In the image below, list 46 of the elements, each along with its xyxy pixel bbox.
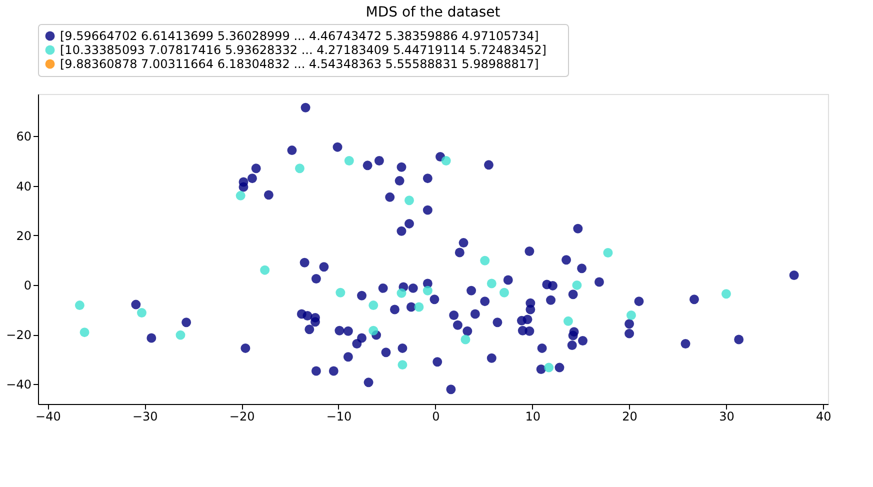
point <box>294 164 304 174</box>
x-tick-label: −10 <box>326 410 352 424</box>
x-tick-label: 30 <box>719 410 734 424</box>
y-tick-label: −20 <box>6 328 32 342</box>
point <box>236 190 246 200</box>
y-tick-label: 60 <box>16 130 32 144</box>
point <box>721 289 731 299</box>
point <box>480 256 490 266</box>
point <box>398 360 408 370</box>
point <box>396 288 406 298</box>
y-tick-label: 20 <box>16 228 32 243</box>
point <box>544 362 554 372</box>
legend-label: [10.33385093 7.07817416 5.93628332 ... 4.27183409 5.44719114 5.72483452] <box>60 43 546 57</box>
y-tick-label: 0 <box>24 278 32 292</box>
point <box>80 328 90 338</box>
point <box>176 330 186 340</box>
legend-label: [9.59664702 6.61413699 5.36028999 ... 4.46743472 5.38359886 4.97105734] <box>60 29 539 43</box>
point <box>563 316 573 326</box>
point <box>368 300 378 310</box>
point <box>404 196 414 206</box>
point <box>460 334 470 344</box>
point <box>336 288 346 298</box>
x-tick-label: −20 <box>229 410 255 424</box>
point <box>136 308 146 318</box>
x-tick-label: 10 <box>525 410 540 424</box>
x-tick-label: 0 <box>432 410 440 424</box>
point <box>260 265 270 275</box>
x-tick-label: 40 <box>816 410 832 424</box>
legend-label: [9.88360878 7.00311664 6.18304832 ... 4.54348363 5.55588831 5.98988817] <box>60 57 539 71</box>
point <box>572 280 582 290</box>
point <box>441 156 451 166</box>
point <box>603 248 613 258</box>
y-tick-label: −40 <box>6 378 32 392</box>
point <box>414 302 424 312</box>
chart-title: MDS of the dataset <box>366 4 501 20</box>
point <box>626 310 636 320</box>
point <box>368 326 378 336</box>
point <box>422 286 432 296</box>
point <box>344 156 354 166</box>
point <box>486 278 496 288</box>
x-tick-label: −30 <box>132 410 158 424</box>
y-tick-label: 40 <box>16 179 32 194</box>
x-tick-label: −40 <box>36 410 61 424</box>
x-tick-label: 20 <box>622 410 638 424</box>
point <box>74 300 84 310</box>
point <box>500 288 509 298</box>
